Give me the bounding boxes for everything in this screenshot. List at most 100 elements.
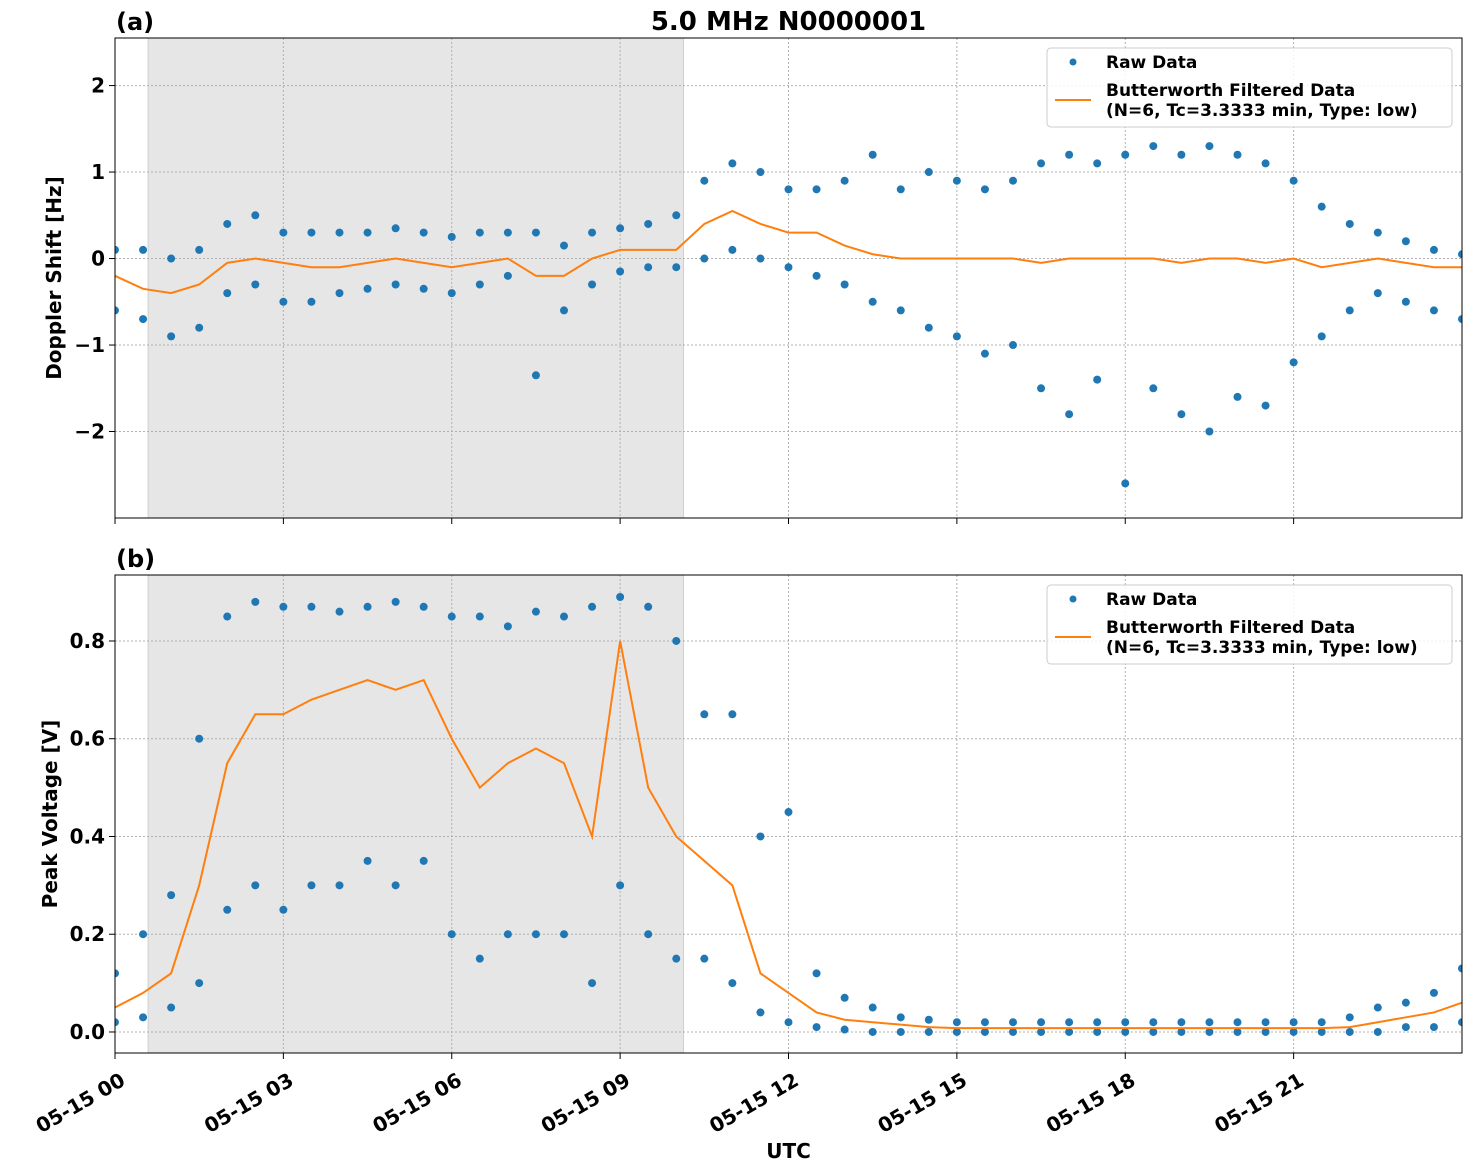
raw-point [1458,964,1462,973]
x-tick-label: 05-15 18 [1042,1068,1140,1138]
legend-label: Raw Data [1106,590,1197,610]
raw-point [756,168,765,177]
raw-point [167,1003,176,1012]
raw-point [223,289,232,298]
raw-point [840,280,849,289]
raw-point [812,969,821,978]
raw-point [868,1027,877,1036]
raw-point [952,1018,961,1027]
raw-point [1177,1027,1186,1036]
raw-point [728,710,737,719]
raw-point [251,211,260,220]
raw-point [447,612,456,621]
legend-box [1046,584,1453,665]
raw-point [167,254,176,263]
raw-point [307,881,316,890]
raw-point [139,930,148,939]
raw-point [756,832,765,841]
raw-point [1065,1027,1074,1036]
raw-point [1373,289,1382,298]
raw-point [335,289,344,298]
y-axis-label: Doppler Shift [Hz] [42,176,66,380]
raw-point [644,602,653,611]
raw-point [1065,1018,1074,1027]
raw-point [700,176,709,185]
raw-point [896,306,905,315]
raw-point [363,228,372,237]
raw-point [1009,341,1017,350]
raw-point [1177,410,1186,419]
raw-point [1401,1023,1410,1032]
raw-point [896,185,905,194]
y-tick-label: −2 [74,420,105,444]
y-tick-label: 0.2 [70,922,105,946]
legend-marker [1069,595,1077,603]
raw-point [644,219,653,228]
raw-point [335,881,344,890]
raw-point [503,271,512,280]
chart-title: 5.0 MHz N0000001 [651,7,926,37]
raw-point [672,954,681,963]
raw-point [924,1027,933,1036]
raw-point [980,185,989,194]
raw-point [1261,401,1270,410]
x-tick-label: 05-15 21 [1210,1068,1308,1138]
raw-point [616,267,625,276]
raw-point [1093,1018,1102,1027]
raw-point [700,710,709,719]
raw-point [1345,1013,1354,1022]
plot-area [115,592,1462,1036]
x-tick-label: 05-15 15 [873,1068,971,1138]
raw-point [924,323,933,332]
raw-point [251,881,260,890]
raw-point [700,954,709,963]
axes-frame [114,37,1463,519]
raw-point [1401,998,1410,1007]
raw-point [1177,150,1186,159]
raw-point [728,245,737,254]
raw-point [840,1025,849,1034]
raw-point [1401,237,1410,246]
raw-point [195,323,204,332]
raw-point [1345,306,1354,315]
raw-point [475,954,484,963]
raw-point [896,1027,905,1036]
raw-point [1233,1027,1242,1036]
raw-point [391,597,400,606]
raw-point [784,1018,793,1027]
raw-point [167,891,176,900]
y-tick-label: 2 [91,74,105,98]
raw-point [1177,1018,1186,1027]
raw-point [139,315,148,324]
raw-point [391,280,400,289]
raw-point [195,979,204,988]
raw-point [1458,315,1462,324]
raw-point [251,597,260,606]
raw-point [812,185,821,194]
raw-point [644,263,653,272]
raw-point [840,993,849,1002]
raw-point [1009,1027,1017,1036]
raw-point [1233,392,1242,401]
raw-point [1037,159,1046,168]
raw-point [139,1013,148,1022]
raw-point [1121,1027,1130,1036]
raw-point [391,224,400,233]
raw-point [952,1027,961,1036]
raw-point [1289,1027,1298,1036]
raw-point [1261,1027,1270,1036]
raw-point [644,930,653,939]
raw-point [223,905,232,914]
raw-point [980,1027,989,1036]
raw-point [756,1008,765,1017]
raw-point [840,176,849,185]
raw-point [419,856,428,865]
raw-point [223,612,232,621]
raw-point [307,228,316,237]
y-tick-label: 0.6 [70,727,105,751]
raw-point [363,602,372,611]
raw-point [924,1015,933,1024]
y-tick-label: 0 [91,247,105,271]
raw-point [363,856,372,865]
raw-point [1458,250,1462,259]
